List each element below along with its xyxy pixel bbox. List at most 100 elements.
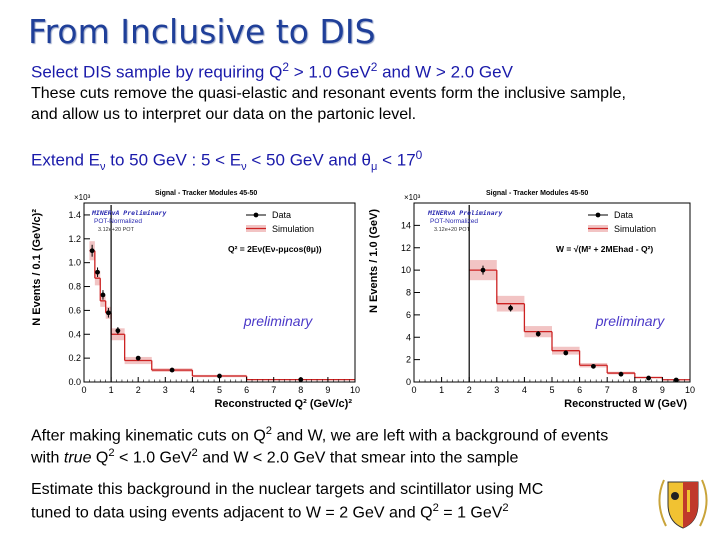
text: After making kinematic cuts on Q <box>31 427 266 445</box>
cuts-paragraph-line-1: These cuts remove the quasi-elastic and … <box>31 85 626 102</box>
minerva-stamp: MINERvA Preliminary <box>427 209 502 217</box>
x-tick-label: 10 <box>685 385 695 395</box>
data-point <box>535 331 541 337</box>
x-tick-label: 4 <box>522 385 527 395</box>
data-point <box>100 292 106 298</box>
kinematic-formula: W = √(M² + 2MEhad - Q²) <box>556 244 653 254</box>
x-tick-label: 9 <box>325 385 330 395</box>
legend-data-marker <box>253 212 259 218</box>
extend-energy-line: Extend Eν to 50 GeV : 5 < Eν < 50 GeV an… <box>31 148 422 173</box>
text: Q <box>91 449 109 467</box>
sup: 2 <box>265 425 272 437</box>
x-tick-label: 2 <box>467 385 472 395</box>
crest-laurel-left <box>658 479 667 527</box>
sup: 2 <box>108 447 115 459</box>
text: = 1 GeV <box>438 504 503 522</box>
y-tick-label: 8 <box>406 288 411 298</box>
sub: μ <box>370 161 378 174</box>
sup: 0 <box>415 148 423 162</box>
axis-scale-label: ×10³ <box>404 193 421 202</box>
y-tick-label: 0.2 <box>68 353 81 363</box>
data-point <box>105 310 111 316</box>
y-axis-label: N Events / 0.1 (GeV/c)² <box>31 209 43 326</box>
x-tick-label: 8 <box>632 385 637 395</box>
data-point <box>217 373 222 379</box>
estimate-paragraph-line-1: Estimate this background in the nuclear … <box>31 481 544 498</box>
text: to 50 GeV : 5 < E <box>105 150 242 170</box>
text: and W < 2.0 GeV that smear into the samp… <box>197 449 519 467</box>
dis-selection-line: Select DIS sample by requiring Q2 > 1.0 … <box>31 60 513 83</box>
pot-normalized-label: POT-Normalized <box>430 218 478 225</box>
x-tick-label: 0 <box>411 385 416 395</box>
x-tick-label: 6 <box>244 385 249 395</box>
text: > 1.0 GeV <box>288 62 371 82</box>
text: and W > 2.0 GeV <box>377 62 513 82</box>
preliminary-overlay: preliminary <box>595 313 665 329</box>
y-tick-label: 4 <box>406 332 411 342</box>
legend-data-marker <box>595 212 601 218</box>
data-point <box>480 267 486 273</box>
data-point <box>508 305 513 311</box>
x-tick-label: 9 <box>660 385 665 395</box>
y-tick-label: 0 <box>406 377 411 387</box>
x-tick-label: 3 <box>163 385 168 395</box>
slide-title: From Inclusive to DIS <box>28 12 376 51</box>
crest-key <box>687 490 690 512</box>
y-tick-label: 1.2 <box>68 234 81 244</box>
data-point <box>563 350 569 356</box>
text: Extend E <box>31 150 100 170</box>
legend-sim-label: Simulation <box>272 224 314 234</box>
cuts-paragraph-line-2: and allow us to interpret our data on th… <box>31 106 417 123</box>
estimate-paragraph-line-2: tuned to data using events adjacent to W… <box>31 502 509 522</box>
x-tick-label: 8 <box>298 385 303 395</box>
y-tick-label: 12 <box>401 243 411 253</box>
x-tick-label: 3 <box>494 385 499 395</box>
x-tick-label: 5 <box>549 385 554 395</box>
data-point <box>618 371 624 377</box>
x-axis-label: Reconstructed W (GeV) <box>564 398 687 410</box>
text: tuned to data using events adjacent to W… <box>31 504 433 522</box>
data-point <box>135 355 141 361</box>
y-tick-label: 0.0 <box>68 377 81 387</box>
sub: ν <box>100 161 106 174</box>
y-tick-label: 2 <box>406 355 411 365</box>
background-paragraph-line-2: with true Q2 < 1.0 GeV2 and W < 2.0 GeV … <box>31 447 518 467</box>
pot-count-label: 3.12e+20 POT <box>98 227 135 233</box>
x-tick-label: 0 <box>81 385 86 395</box>
university-crest-logo <box>658 479 708 529</box>
crest-laurel-right <box>699 479 708 527</box>
y-tick-label: 10 <box>401 265 411 275</box>
text: Select DIS sample by requiring Q <box>31 62 283 82</box>
sup: 2 <box>191 447 198 459</box>
legend-data-label: Data <box>614 210 633 220</box>
sup: 2 <box>370 60 378 74</box>
data-point <box>591 363 596 369</box>
text: < 50 GeV and θ <box>246 150 371 170</box>
sup: 2 <box>282 60 289 74</box>
y-tick-label: 1.0 <box>68 258 81 268</box>
x-tick-label: 7 <box>271 385 276 395</box>
x-tick-label: 4 <box>190 385 195 395</box>
x-tick-label: 5 <box>217 385 222 395</box>
text: < 17 <box>377 150 416 170</box>
legend-sim-label: Simulation <box>614 224 656 234</box>
y-tick-label: 14 <box>401 220 411 230</box>
x-tick-label: 1 <box>439 385 444 395</box>
y-tick-label: 6 <box>406 310 411 320</box>
pot-count-label: 3.12e+20 POT <box>434 227 471 233</box>
chart-title: Signal - Tracker Modules 45-50 <box>486 190 588 197</box>
italic-true: true <box>63 449 92 467</box>
x-axis-label: Reconstructed Q² (GeV/c)² <box>214 398 352 410</box>
y-tick-label: 0.6 <box>68 305 81 315</box>
x-tick-label: 6 <box>577 385 582 395</box>
text: and W, we are left with a background of … <box>272 427 609 445</box>
x-tick-label: 7 <box>605 385 610 395</box>
crest-shield-right <box>683 482 698 528</box>
sup: 2 <box>502 502 509 514</box>
legend-data-label: Data <box>272 210 291 220</box>
minerva-stamp: MINERvA Preliminary <box>91 209 166 217</box>
data-point <box>89 248 95 254</box>
data-point <box>169 367 175 373</box>
data-point <box>95 269 100 275</box>
